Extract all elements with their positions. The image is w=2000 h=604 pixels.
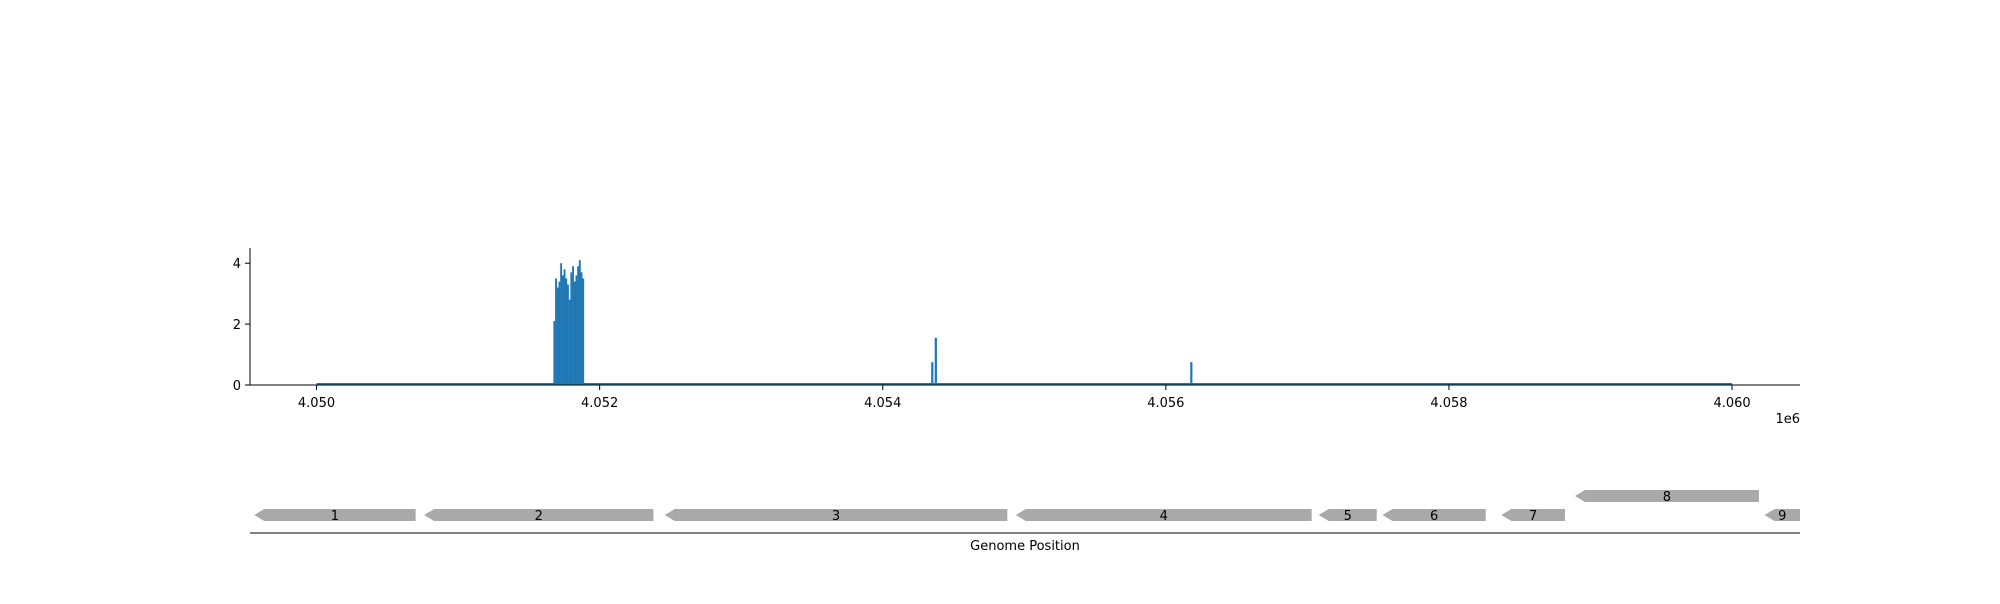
coverage-bar — [577, 266, 580, 385]
gene-arrow — [1574, 490, 1759, 502]
gene-label: 7 — [1529, 509, 1537, 524]
x-tick-label: 4.052 — [581, 396, 618, 411]
coverage-bar — [578, 260, 581, 385]
coverage-bar — [931, 362, 934, 385]
coverage-bar — [934, 337, 937, 385]
gene-arrow — [664, 509, 1008, 521]
gene-arrow — [1015, 509, 1312, 521]
coverage-bar — [561, 275, 564, 385]
gene-label: 2 — [535, 509, 543, 524]
x-tick-label: 4.056 — [1147, 396, 1184, 411]
coverage-bar — [568, 299, 571, 385]
gene-arrow — [424, 509, 654, 521]
coverage-bar — [570, 272, 573, 385]
coverage-bar — [580, 272, 583, 385]
coverage-bar — [565, 278, 568, 385]
y-axis-ticks: 0 2 4 — [233, 257, 250, 394]
gene-track-x-label: Genome Position — [970, 539, 1080, 554]
gene-arrow — [1318, 509, 1377, 521]
gene-arrow — [254, 509, 416, 521]
gene-label: 3 — [832, 509, 840, 524]
x-offset-label: 1e6 — [1775, 412, 1800, 427]
coverage-bar — [566, 284, 569, 385]
x-tick-label: 4.050 — [298, 396, 335, 411]
coverage-bar — [572, 266, 574, 385]
coverage-bar — [556, 287, 559, 385]
y-tick-label: 4 — [233, 257, 241, 272]
y-tick-label: 0 — [233, 379, 241, 394]
gene-label: 5 — [1344, 509, 1352, 524]
gene-label: 4 — [1160, 509, 1168, 524]
gene-label: 1 — [331, 509, 339, 524]
coverage-bars — [553, 260, 1193, 385]
gene-arrow — [1764, 509, 1800, 521]
coverage-bar — [555, 278, 557, 385]
x-tick-label: 4.054 — [864, 396, 901, 411]
x-axis-ticks: 4.050 4.052 4.054 4.056 4.058 4.060 — [298, 385, 1751, 411]
gene-label: 8 — [1663, 490, 1671, 505]
x-tick-label: 4.058 — [1430, 396, 1467, 411]
coverage-bar — [573, 281, 576, 385]
coverage-bar — [553, 321, 556, 385]
coverage-bar — [575, 275, 578, 385]
coverage-bar — [560, 263, 563, 385]
gene-track: 1 2 3 4 5 6 7 8 9 — [254, 490, 1800, 524]
coverage-bar — [582, 278, 585, 385]
gene-arrow — [1382, 509, 1486, 521]
coverage-bar — [1190, 362, 1193, 385]
coverage-bar — [558, 281, 561, 385]
y-tick-label: 2 — [233, 318, 241, 333]
coverage-bar — [563, 269, 566, 385]
gene-label: 9 — [1778, 509, 1786, 524]
gene-arrow — [1501, 509, 1566, 521]
gene-label: 6 — [1430, 509, 1438, 524]
x-tick-label: 4.060 — [1713, 396, 1750, 411]
